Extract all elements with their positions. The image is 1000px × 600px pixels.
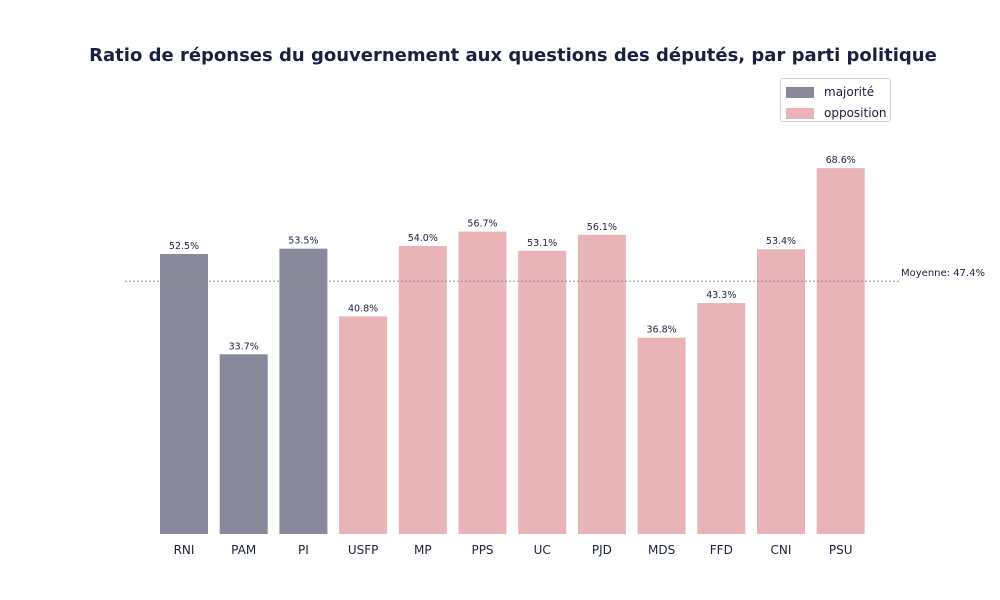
value-label-psu: 68.6% <box>826 155 856 166</box>
bar-psu <box>816 168 865 534</box>
x-tick-label-mp: MP <box>414 543 432 557</box>
x-tick-label-mds: MDS <box>648 543 675 557</box>
x-tick-label-cni: CNI <box>771 543 792 557</box>
bar-cni <box>757 249 805 534</box>
value-label-usfp: 40.8% <box>348 303 378 314</box>
legend-label-majorite: majorité <box>824 85 875 99</box>
bar-uc <box>518 250 567 535</box>
x-tick-label-pam: PAM <box>231 543 256 557</box>
bar-pjd <box>577 234 626 535</box>
x-tick-label-rni: RNI <box>174 543 195 557</box>
legend-swatch-opposition <box>786 107 814 119</box>
legend-item-opposition: opposition <box>786 104 890 122</box>
legend-swatch-majorite <box>786 86 814 98</box>
x-tick-label-pjd: PJD <box>592 543 612 557</box>
bar-pi <box>279 248 328 534</box>
mean-label: Moyenne: 47.4% <box>901 268 985 279</box>
x-tick-label-psu: PSU <box>829 543 853 557</box>
value-label-pps: 56.7% <box>467 219 497 230</box>
legend-label-opposition: opposition <box>824 106 887 120</box>
value-label-ffd: 43.3% <box>706 290 736 301</box>
legend-item-majorite: majorité <box>786 83 890 101</box>
legend: majorité opposition <box>780 78 891 122</box>
bar-pps <box>458 231 507 534</box>
chart-title: Ratio de réponses du gouvernement aux qu… <box>89 45 937 66</box>
value-label-pam: 33.7% <box>229 341 259 352</box>
value-label-cni: 53.4% <box>766 236 796 247</box>
value-label-mp: 54.0% <box>408 233 438 244</box>
bar-mds <box>637 337 686 534</box>
bars-layer <box>160 168 865 535</box>
x-tick-label-ffd: FFD <box>710 543 733 557</box>
value-label-rni: 52.5% <box>169 241 199 252</box>
bar-mp <box>398 246 447 534</box>
x-tick-label-usfp: USFP <box>348 543 379 557</box>
value-label-mds: 36.8% <box>647 325 677 336</box>
bar-ffd <box>697 303 746 534</box>
value-label-pjd: 56.1% <box>587 222 617 233</box>
value-label-uc: 53.1% <box>527 238 557 249</box>
bar-rni <box>160 254 208 534</box>
x-tick-label-pi: PI <box>298 543 309 557</box>
x-tick-label-uc: UC <box>534 543 551 557</box>
value-labels-layer: 52.5% 33.7% 53.5% 40.8% 54.0% 56.7% 53.1% 56.1%… <box>169 155 856 352</box>
value-label-pi: 53.5% <box>288 236 318 247</box>
x-tick-label-pps: PPS <box>471 543 493 557</box>
bar-pam <box>219 354 268 534</box>
bar-usfp <box>339 316 388 534</box>
x-tick-labels-layer: RNI PAM PI USFP MP PPS UC PJD MDS FFD CNI PSU <box>174 543 853 557</box>
